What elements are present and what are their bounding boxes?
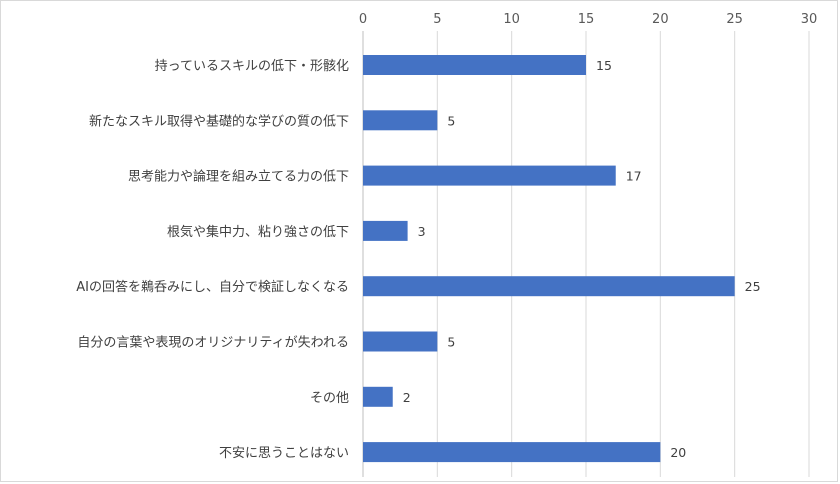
data-label: 5 (447, 335, 455, 350)
category-label: 不安に思うことはない (219, 446, 349, 461)
data-label: 2 (403, 390, 411, 405)
bar (363, 386, 393, 407)
category-label: 根気や集中力、粘り強さの低下 (167, 224, 349, 240)
x-tick-label: 20 (652, 12, 669, 27)
x-tick-label: 0 (359, 12, 367, 27)
x-tick-label: 15 (578, 12, 595, 27)
x-tick-label: 5 (433, 12, 441, 27)
x-tick-label: 30 (801, 12, 818, 27)
x-tick-label: 10 (503, 12, 520, 27)
x-axis-ticks: 0 5 10 15 20 25 30 (359, 12, 817, 27)
category-label: 持っているスキルの低下・形骸化 (155, 59, 349, 74)
category-label: 自分の言葉や表現のオリジナリティが失われる (77, 336, 349, 351)
category-label: 思考能力や論理を組み立てる力の低下 (128, 169, 349, 185)
bar (363, 165, 616, 186)
bar (363, 55, 586, 75)
category-label: その他 (310, 391, 349, 406)
bar (363, 276, 735, 297)
x-tick-label: 25 (726, 12, 743, 27)
data-label: 25 (745, 279, 761, 294)
data-labels: 15 5 17 3 25 5 2 20 (403, 58, 761, 460)
gridlines (362, 31, 810, 477)
bar (363, 220, 408, 241)
bar (363, 442, 661, 463)
data-label: 3 (418, 224, 426, 239)
category-labels: 持っているスキルの低下・形骸化新たなスキル取得や基礎的な学びの質の低下思考能力や… (76, 59, 349, 461)
data-label: 15 (596, 58, 612, 73)
data-label: 17 (626, 169, 642, 184)
category-label: AIの回答を鵜呑みにし、自分で検証しなくなる (76, 279, 349, 295)
category-label: 新たなスキル取得や基礎的な学びの質の低下 (89, 113, 349, 129)
data-label: 20 (670, 445, 686, 460)
bar (363, 331, 438, 352)
bars (363, 55, 735, 463)
data-label: 5 (447, 113, 455, 128)
bar (363, 110, 438, 131)
